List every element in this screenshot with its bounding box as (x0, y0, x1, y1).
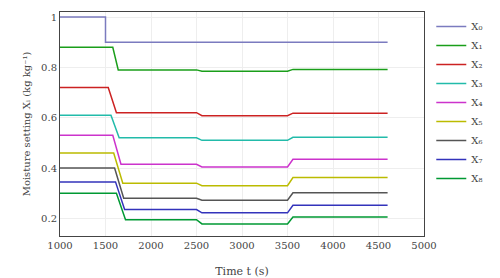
svg-text:3000: 3000 (229, 240, 254, 251)
svg-text:0.8: 0.8 (41, 62, 57, 73)
svg-text:4000: 4000 (320, 240, 345, 251)
svg-text:0.4: 0.4 (41, 163, 57, 174)
svg-text:2000: 2000 (138, 240, 163, 251)
svg-text:2500: 2500 (184, 240, 209, 251)
svg-text:5000: 5000 (411, 240, 436, 251)
svg-text:X₁: X₁ (471, 40, 482, 51)
svg-text:Time t (s): Time t (s) (215, 265, 268, 278)
svg-text:X₃: X₃ (471, 78, 482, 89)
svg-text:0.6: 0.6 (41, 112, 57, 123)
svg-text:4500: 4500 (366, 240, 391, 251)
svg-text:X₇: X₇ (471, 154, 482, 165)
svg-text:X₅: X₅ (471, 116, 482, 127)
svg-text:X₈: X₈ (471, 173, 482, 184)
svg-text:1: 1 (51, 12, 57, 23)
svg-text:X₂: X₂ (471, 59, 482, 70)
svg-text:X₄: X₄ (471, 97, 482, 108)
svg-text:Moisture setting Xᵢ (kg kg⁻¹): Moisture setting Xᵢ (kg kg⁻¹) (21, 52, 32, 197)
svg-text:0.2: 0.2 (41, 213, 57, 224)
svg-text:3500: 3500 (275, 240, 300, 251)
svg-text:1500: 1500 (93, 240, 118, 251)
svg-text:X₆: X₆ (471, 135, 482, 146)
svg-text:X₀: X₀ (471, 21, 482, 32)
svg-text:1000: 1000 (47, 240, 72, 251)
